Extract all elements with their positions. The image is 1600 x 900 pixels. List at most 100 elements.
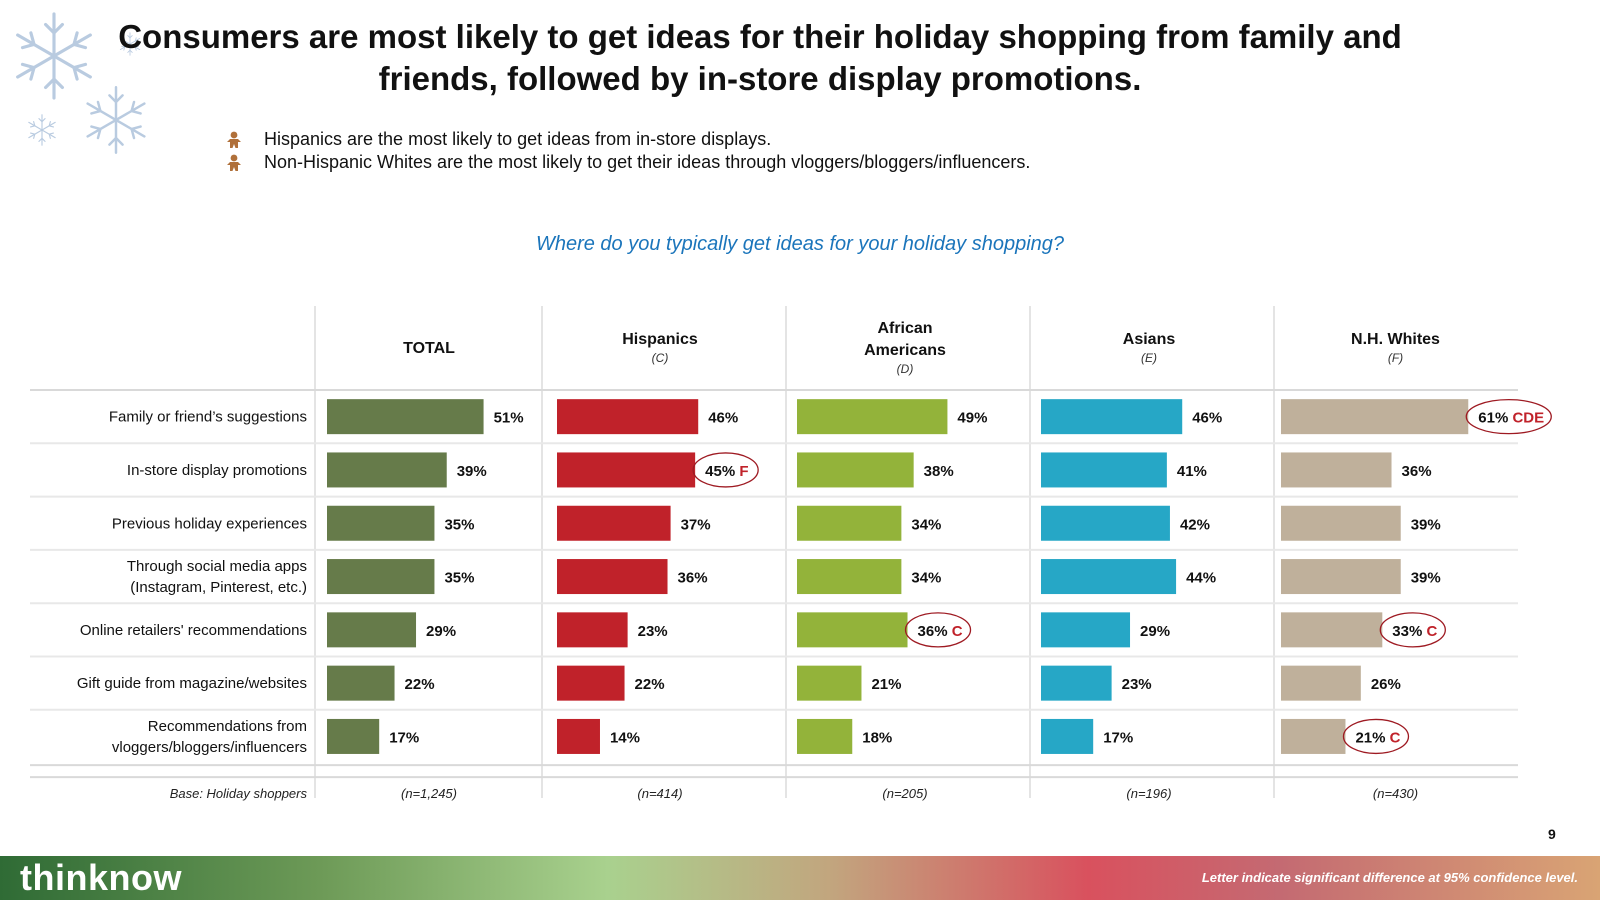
value-number: 21% <box>1355 729 1385 746</box>
value-label: 38% <box>924 463 954 480</box>
value-label: 49% <box>957 410 987 427</box>
bar <box>1041 505 1170 541</box>
value-number: 39% <box>1411 570 1441 587</box>
significance-circle <box>904 612 972 648</box>
value-number: 26% <box>1371 676 1401 693</box>
footer-bar: thinknow Letter indicate significant dif… <box>0 856 1600 900</box>
value-label: 18% <box>862 729 892 746</box>
bar <box>327 665 395 701</box>
value-number: 45% <box>705 463 735 480</box>
survey-question: Where do you typically get ideas for you… <box>535 233 1065 255</box>
value-number: 17% <box>389 729 419 746</box>
value-number: 34% <box>911 570 941 587</box>
value-label: 21% <box>871 676 901 693</box>
bar <box>797 505 902 541</box>
significance-footnote: Letter indicate significant difference a… <box>1201 870 1578 885</box>
brand-logo: thinknow <box>20 857 182 898</box>
value-number: 44% <box>1186 570 1216 587</box>
bar <box>327 718 380 754</box>
bar <box>1041 665 1112 701</box>
bar <box>327 505 435 541</box>
bar <box>797 665 862 701</box>
bar <box>1281 665 1361 701</box>
series-header-label: Americans <box>864 342 946 359</box>
base-n-label: (n=430) <box>1373 786 1418 801</box>
value-label: 36% C <box>918 623 963 640</box>
series-header-letter: (E) <box>1141 351 1157 365</box>
value-number: 17% <box>1103 729 1133 746</box>
value-number: 41% <box>1177 463 1207 480</box>
category-label: vloggers/bloggers/influencers <box>112 739 307 756</box>
value-label: 36% <box>678 570 708 587</box>
value-label: 51% <box>494 410 524 427</box>
series-header-label: Hispanics <box>622 331 698 348</box>
category-label: Previous holiday experiences <box>112 515 307 532</box>
value-label: 23% <box>638 623 668 640</box>
value-label: 36% <box>1402 463 1432 480</box>
value-number: 29% <box>1140 623 1170 640</box>
value-label: 35% <box>444 516 474 533</box>
value-number: 35% <box>444 516 474 533</box>
key-findings: Hispanics are the most likely to get ide… <box>226 128 1030 174</box>
significance-letter: C <box>1422 623 1437 640</box>
value-label: 21% C <box>1355 729 1400 746</box>
significance-letter: F <box>735 463 748 480</box>
value-label: 23% <box>1122 676 1152 693</box>
bar <box>557 718 600 754</box>
value-number: 39% <box>1411 516 1441 533</box>
value-number: 29% <box>426 623 456 640</box>
bar <box>557 505 671 541</box>
value-number: 23% <box>1122 676 1152 693</box>
value-label: 35% <box>444 570 474 587</box>
series-header-label: TOTAL <box>403 340 455 357</box>
value-number: 36% <box>1402 463 1432 480</box>
bar <box>557 612 628 648</box>
gingerbread-bullet-icon <box>227 131 241 148</box>
bar <box>1281 612 1383 648</box>
value-number: 34% <box>911 516 941 533</box>
value-label: 46% <box>1192 410 1222 427</box>
bar <box>1041 559 1177 595</box>
significance-circle <box>1465 399 1552 435</box>
value-label: 22% <box>635 676 665 693</box>
significance-circle <box>1342 718 1410 755</box>
value-number: 46% <box>708 410 738 427</box>
value-number: 61% <box>1478 410 1508 427</box>
category-label: Recommendations from <box>148 718 307 735</box>
value-label: 39% <box>457 463 487 480</box>
base-n-label: (n=414) <box>637 786 682 801</box>
value-label: 17% <box>389 729 419 746</box>
bar-chart: TOTAL (n=1,245) Hispanics (C) (n=414) African… <box>30 306 1552 801</box>
value-label: 44% <box>1186 570 1216 587</box>
bar <box>797 718 853 754</box>
value-label: 26% <box>1371 676 1401 693</box>
series-header-label: African <box>877 320 932 337</box>
base-n-label: (n=1,245) <box>401 786 457 801</box>
value-number: 42% <box>1180 516 1210 533</box>
key-finding-text: Non-Hispanic Whites are the most likely … <box>264 152 1031 172</box>
value-number: 22% <box>635 676 665 693</box>
key-finding-text: Hispanics are the most likely to get ide… <box>264 129 772 149</box>
value-number: 33% <box>1392 623 1422 640</box>
bar <box>1041 612 1131 648</box>
bar <box>557 559 668 595</box>
bar <box>557 665 625 701</box>
value-number: 39% <box>457 463 487 480</box>
category-label: Gift guide from magazine/websites <box>77 675 307 692</box>
value-label: 41% <box>1177 463 1207 480</box>
value-number: 36% <box>918 623 948 640</box>
value-label: 17% <box>1103 729 1133 746</box>
bar <box>327 452 447 488</box>
bar <box>1281 718 1346 754</box>
value-label: 39% <box>1411 570 1441 587</box>
bar <box>1281 559 1401 595</box>
page-number: 9 <box>1548 826 1556 842</box>
bar <box>1281 452 1392 488</box>
value-label: 37% <box>681 516 711 533</box>
bar <box>797 399 948 435</box>
base-n-label: (n=196) <box>1126 786 1171 801</box>
bar <box>327 559 435 595</box>
key-finding-item: Hispanics are the most likely to get ide… <box>226 128 1030 151</box>
category-label: Family or friend’s suggestions <box>109 409 307 426</box>
value-label: 34% <box>911 570 941 587</box>
